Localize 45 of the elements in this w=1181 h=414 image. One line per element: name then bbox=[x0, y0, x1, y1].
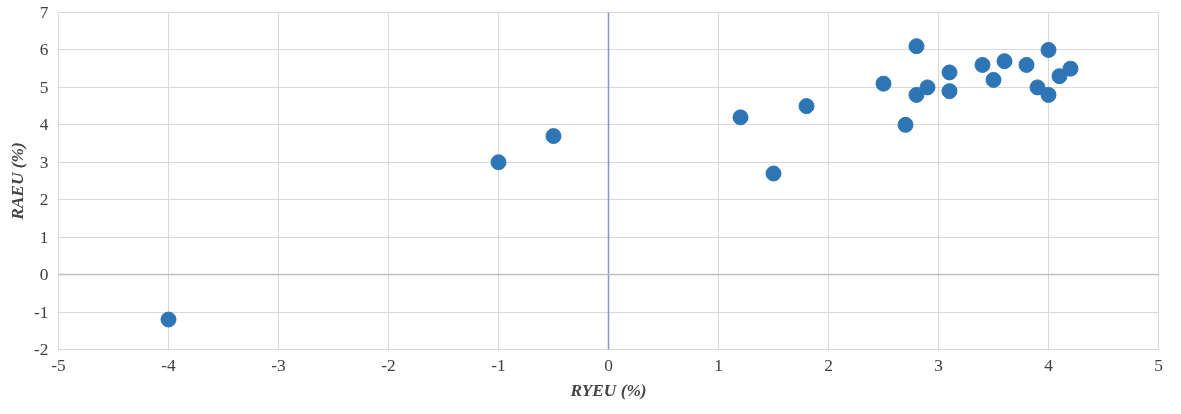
point bbox=[545, 128, 562, 145]
x-tick-label: -4 bbox=[161, 355, 177, 375]
y-axis-title: RAEU (%) bbox=[7, 142, 27, 221]
point bbox=[1029, 79, 1046, 96]
y-tick-label: 3 bbox=[39, 152, 49, 172]
point bbox=[941, 83, 958, 100]
y-tick-label: -1 bbox=[34, 302, 49, 322]
x-tick-label: 5 bbox=[1154, 355, 1163, 375]
y-tick-label: 7 bbox=[39, 3, 49, 22]
point bbox=[765, 165, 782, 182]
x-tick-label: 3 bbox=[934, 355, 943, 375]
point bbox=[908, 38, 925, 55]
point bbox=[941, 64, 958, 81]
x-tick-label: -3 bbox=[271, 355, 286, 375]
y-tick-label: 1 bbox=[39, 227, 49, 247]
point bbox=[1062, 60, 1079, 77]
y-tick-label: 2 bbox=[39, 190, 49, 210]
point bbox=[1040, 86, 1057, 103]
point bbox=[908, 86, 925, 103]
x-tick-label: -1 bbox=[491, 355, 506, 375]
point bbox=[732, 109, 749, 126]
point bbox=[974, 56, 991, 73]
x-axis-title: RYEU (%) bbox=[569, 380, 647, 400]
point bbox=[1040, 41, 1057, 58]
point bbox=[897, 116, 914, 133]
x-tick-label: 4 bbox=[1044, 355, 1054, 375]
x-tick-label: 2 bbox=[824, 355, 833, 375]
y-tick-label: -2 bbox=[34, 340, 49, 359]
x-tick-label: 1 bbox=[714, 355, 723, 375]
point bbox=[798, 98, 815, 115]
x-tick-label: 0 bbox=[604, 355, 613, 375]
y-tick-label: 5 bbox=[39, 77, 49, 97]
point bbox=[985, 71, 1002, 88]
point bbox=[1018, 56, 1035, 73]
y-tick-label: 6 bbox=[39, 40, 49, 60]
point bbox=[919, 79, 936, 96]
y-tick-label: 0 bbox=[39, 265, 49, 285]
point bbox=[160, 311, 177, 328]
point bbox=[996, 53, 1013, 70]
y-tick-label: 4 bbox=[39, 115, 49, 135]
point bbox=[1051, 68, 1068, 85]
point bbox=[875, 75, 892, 92]
x-tick-label: -2 bbox=[381, 355, 396, 375]
x-tick-label: -5 bbox=[51, 355, 66, 375]
point bbox=[490, 154, 507, 171]
